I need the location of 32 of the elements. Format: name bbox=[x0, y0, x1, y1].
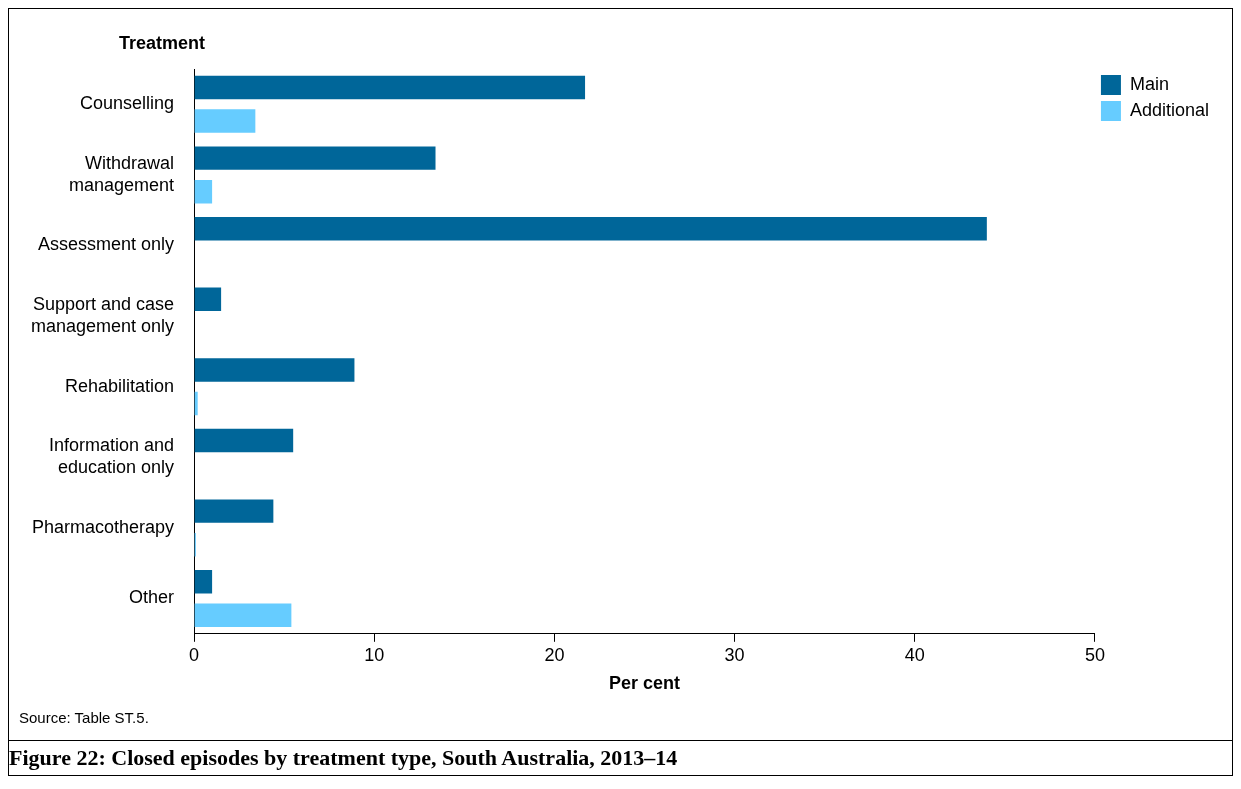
y-tick-label: Other bbox=[129, 587, 175, 608]
y-tick-label: Assessment only bbox=[38, 234, 175, 255]
legend-label: Main bbox=[1129, 73, 1169, 94]
x-tick-label: 20 bbox=[544, 644, 565, 665]
bar bbox=[194, 109, 256, 133]
source-note: Source: Table ST.5. bbox=[19, 709, 150, 726]
bar bbox=[194, 603, 292, 628]
y-tick-label: Support and case management only bbox=[30, 294, 175, 336]
y-tick-label: Rehabilitation bbox=[65, 375, 175, 396]
y-tick-label: Pharmacotherapy bbox=[32, 516, 175, 537]
bar bbox=[194, 179, 213, 204]
bar bbox=[194, 217, 987, 241]
bar bbox=[194, 391, 198, 416]
x-tick-label: 40 bbox=[904, 644, 925, 665]
legend-label: Additional bbox=[1129, 99, 1209, 120]
y-tick-label: Counselling bbox=[80, 93, 175, 114]
text: Figure 22: Closed episodes by treatment type, South Australia, 2013–14 bbox=[9, 740, 1232, 771]
y-tick-label: Withdrawal management bbox=[69, 153, 175, 195]
x-tick-label: 10 bbox=[364, 644, 385, 665]
bar bbox=[194, 428, 294, 453]
y-axis-title: Treatment bbox=[119, 33, 206, 54]
bar bbox=[194, 570, 213, 594]
bar bbox=[194, 287, 222, 312]
bar bbox=[194, 499, 274, 523]
x-tick-label: 30 bbox=[724, 644, 745, 665]
x-axis-title: Per cent bbox=[608, 673, 681, 694]
x-tick-label: 50 bbox=[1084, 644, 1105, 665]
bar bbox=[194, 358, 355, 382]
bar bbox=[194, 146, 436, 170]
y-tick-label: Information and education only bbox=[49, 435, 175, 478]
x-tick-label: 0 bbox=[189, 644, 200, 665]
bar bbox=[194, 75, 586, 100]
